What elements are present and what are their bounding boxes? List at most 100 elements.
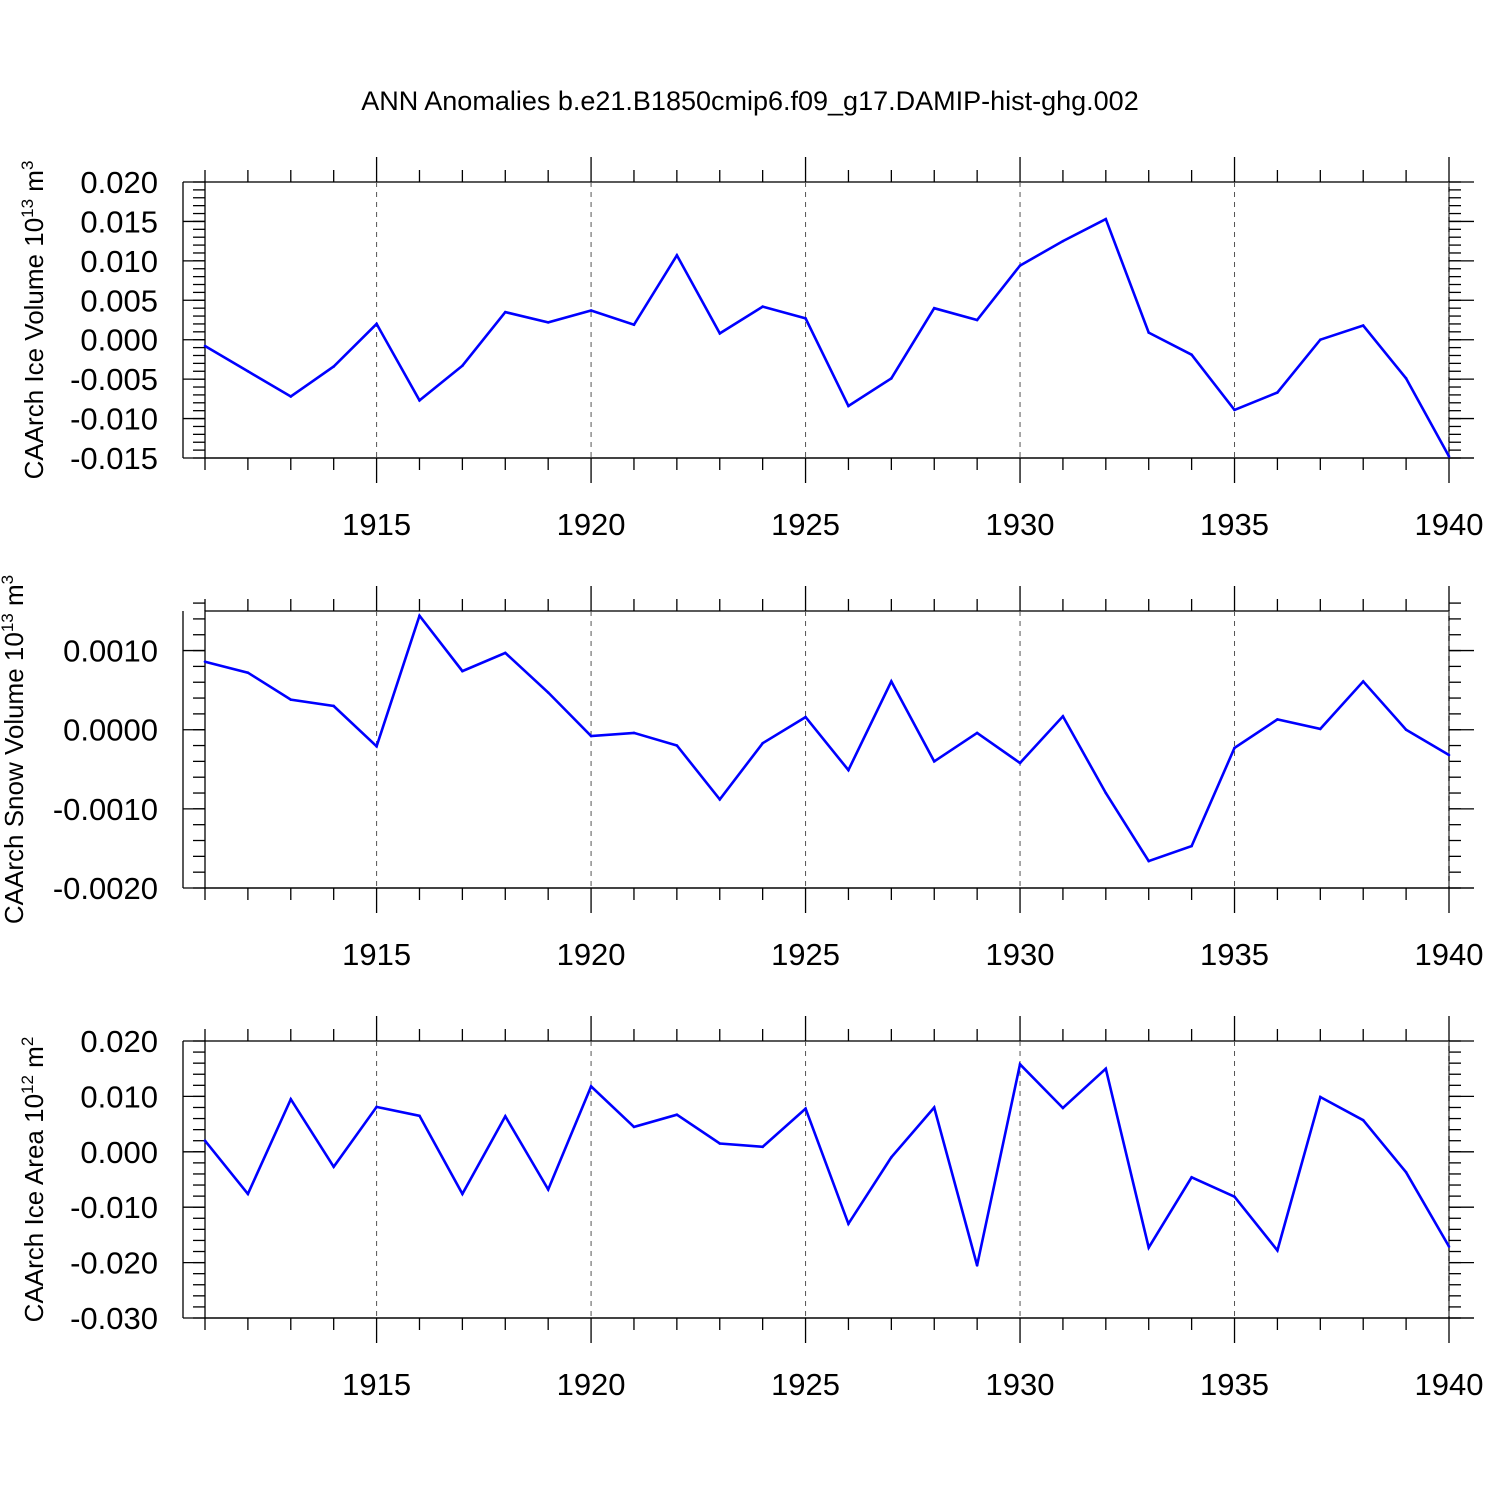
- y-axis-title-unit-exponent: 2: [18, 1037, 37, 1046]
- data-point: [1104, 217, 1108, 221]
- plot-frame: [204, 1040, 1450, 1319]
- x-tick-label: 1940: [1415, 507, 1484, 542]
- data-point: [461, 669, 464, 673]
- y-axis-title-unit-exponent: 3: [0, 575, 17, 584]
- y-axis-title-text: CAArch Ice Area 10: [19, 1094, 49, 1322]
- series-line: [204, 612, 1450, 863]
- y-tick-label: 0.000: [80, 1135, 158, 1170]
- data-point: [289, 698, 293, 701]
- data-point: [1190, 844, 1193, 848]
- data-point: [847, 1222, 850, 1226]
- y-tick-label: -0.005: [70, 362, 158, 397]
- x-tick-label: 1920: [557, 507, 626, 542]
- x-tick-label: 1920: [557, 1367, 626, 1402]
- data-point: [1361, 324, 1365, 327]
- y-tick-label: -0.0020: [53, 871, 158, 906]
- data-point: [890, 680, 893, 683]
- data-point: [932, 760, 936, 763]
- data-point: [847, 404, 850, 408]
- data-point: [718, 332, 722, 335]
- data-point: [804, 317, 807, 320]
- data-point: [1319, 338, 1322, 342]
- data-point: [932, 1106, 936, 1109]
- data-point: [1190, 1175, 1193, 1179]
- data-point: [1276, 391, 1279, 394]
- data-point: [203, 660, 207, 663]
- y-axis-title-exponent: 12: [18, 1075, 37, 1094]
- data-point: [632, 323, 636, 327]
- data-point: [761, 305, 764, 308]
- data-point: [761, 741, 764, 745]
- data-point: [632, 731, 636, 735]
- data-point: [890, 377, 893, 380]
- data-point: [1447, 1245, 1451, 1248]
- data-point: [203, 1139, 207, 1143]
- data-point: [1233, 746, 1236, 750]
- data-point: [804, 1107, 807, 1110]
- data-point: [589, 1085, 593, 1088]
- data-point: [1147, 859, 1151, 863]
- y-axis-title-exponent: 13: [0, 613, 17, 632]
- data-point: [675, 744, 679, 747]
- y-tick-label: 0.020: [80, 1024, 158, 1059]
- series-line: [204, 217, 1451, 458]
- data-point: [332, 704, 335, 708]
- data-point: [332, 365, 335, 368]
- data-point: [289, 1097, 293, 1101]
- data-point: [203, 344, 207, 348]
- data-point: [1404, 728, 1408, 732]
- data-point: [589, 309, 593, 312]
- data-point: [718, 798, 722, 801]
- data-point: [1233, 1195, 1236, 1198]
- y-tick-label: 0.000: [80, 323, 158, 358]
- plot-frame: [204, 181, 1450, 459]
- data-point: [932, 306, 936, 310]
- y-tick-label: 0.015: [80, 204, 158, 239]
- y-axis-title-exponent: 13: [18, 199, 37, 218]
- data-point: [718, 1142, 722, 1145]
- data-point: [1104, 791, 1108, 795]
- data-point: [1447, 455, 1451, 458]
- data-point: [975, 731, 979, 735]
- x-tick-label: 1930: [986, 937, 1055, 972]
- data-point: [1447, 753, 1451, 757]
- data-point: [503, 310, 507, 314]
- y-tick-label: -0.010: [70, 1190, 158, 1225]
- data-point: [246, 671, 250, 675]
- data-point: [546, 321, 550, 324]
- y-tick-label: 0.005: [80, 283, 158, 318]
- data-point: [375, 1105, 378, 1109]
- data-point: [375, 322, 378, 326]
- y-tick-label: -0.0010: [53, 792, 158, 827]
- y-axis-title-text: CAArch Ice Volume 10: [19, 218, 49, 480]
- panel-1: 1915 1920 1925 1930 1935 1940 -0.015 -0.010 -0.0…: [18, 157, 1483, 542]
- data-point: [847, 768, 850, 772]
- data-point: [1319, 1095, 1322, 1099]
- data-point: [1018, 264, 1022, 267]
- data-point: [1147, 1246, 1151, 1249]
- data-point: [1018, 761, 1022, 765]
- y-tick-label: -0.020: [70, 1246, 158, 1281]
- data-point: [1061, 239, 1065, 243]
- data-point: [418, 399, 421, 402]
- data-point: [675, 254, 679, 257]
- data-point: [1018, 1062, 1022, 1066]
- y-axis-title: CAArch Snow Volume 1013 m3: [0, 575, 29, 924]
- x-tick-label: 1915: [342, 1367, 411, 1402]
- x-tick-label: 1925: [771, 937, 840, 972]
- data-point: [546, 691, 550, 694]
- data-point: [632, 1125, 636, 1129]
- data-point: [1061, 714, 1065, 718]
- data-point: [975, 1264, 979, 1267]
- data-point: [503, 651, 507, 655]
- data-point: [1319, 727, 1322, 731]
- y-tick-label: 0.0000: [63, 713, 158, 748]
- data-point: [375, 745, 378, 748]
- x-tick-label: 1915: [342, 937, 411, 972]
- panels: 1915 1920 1925 1930 1935 1940 -0.015 -0.010 -0.0…: [0, 157, 1483, 1402]
- data-point: [589, 734, 593, 738]
- data-point: [1404, 1170, 1408, 1174]
- data-point: [1276, 718, 1279, 721]
- data-point: [1147, 331, 1151, 334]
- y-tick-label: 0.010: [80, 1079, 158, 1114]
